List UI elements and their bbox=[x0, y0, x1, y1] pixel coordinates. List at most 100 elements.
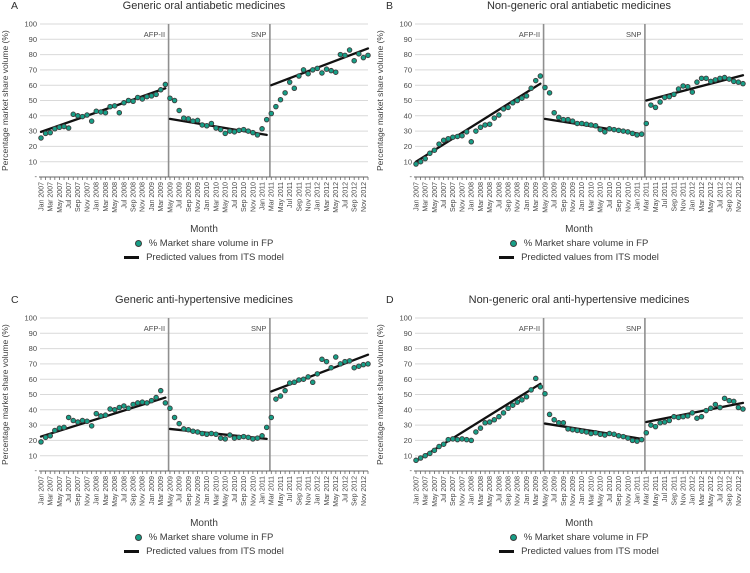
data-point bbox=[413, 161, 419, 167]
legend: % Market share volume in FP Predicted va… bbox=[40, 238, 368, 263]
data-point bbox=[167, 95, 173, 101]
svg-text:Jan 2010: Jan 2010 bbox=[579, 476, 586, 505]
data-point bbox=[491, 115, 498, 121]
data-point bbox=[185, 116, 192, 122]
data-point bbox=[450, 436, 456, 442]
data-point bbox=[684, 413, 691, 419]
scatter-dot-icon bbox=[134, 534, 142, 541]
data-point bbox=[204, 431, 210, 438]
data-point bbox=[351, 364, 357, 371]
event-label: SNP bbox=[626, 30, 641, 39]
svg-text:40: 40 bbox=[404, 111, 412, 120]
data-point bbox=[314, 65, 321, 72]
data-point bbox=[721, 395, 728, 402]
data-point bbox=[537, 73, 544, 79]
svg-text:Jan 2007: Jan 2007 bbox=[413, 182, 420, 211]
svg-text:Sep 2008: Sep 2008 bbox=[506, 476, 513, 506]
data-point bbox=[42, 130, 49, 137]
data-point bbox=[102, 109, 109, 116]
svg-text:Sep 2007: Sep 2007 bbox=[75, 476, 82, 506]
svg-text:May 2009: May 2009 bbox=[542, 182, 549, 213]
svg-text:Mar 2010: Mar 2010 bbox=[588, 476, 595, 506]
data-point bbox=[509, 100, 516, 106]
svg-text:Jul 2011: Jul 2011 bbox=[662, 476, 669, 502]
data-point bbox=[703, 407, 709, 414]
svg-text:Mar 2012: Mar 2012 bbox=[324, 182, 331, 212]
gridlines bbox=[415, 317, 743, 457]
data-point bbox=[250, 436, 256, 442]
data-point bbox=[592, 429, 599, 436]
data-point bbox=[144, 400, 150, 406]
svg-text:Sep 2012: Sep 2012 bbox=[352, 476, 359, 506]
data-point bbox=[121, 403, 127, 409]
data-point bbox=[75, 113, 81, 119]
svg-text:Mar 2011: Mar 2011 bbox=[644, 476, 651, 505]
svg-text:Jul 2007: Jul 2007 bbox=[66, 476, 73, 503]
event-label: AFP-II bbox=[519, 324, 540, 333]
data-point bbox=[263, 116, 270, 123]
x-axis bbox=[414, 176, 744, 180]
data-point bbox=[505, 104, 511, 111]
data-point bbox=[139, 96, 146, 102]
data-point bbox=[473, 128, 479, 134]
data-point bbox=[486, 121, 493, 127]
data-point bbox=[666, 417, 673, 424]
svg-text:Sep 2011: Sep 2011 bbox=[671, 476, 678, 506]
svg-text:Nov 2010: Nov 2010 bbox=[250, 182, 257, 212]
data-point bbox=[731, 78, 737, 85]
data-point bbox=[231, 435, 238, 441]
data-point bbox=[532, 375, 539, 382]
svg-text:Nov 2008: Nov 2008 bbox=[140, 476, 147, 506]
svg-text:May 2010: May 2010 bbox=[598, 182, 605, 213]
data-point bbox=[176, 107, 182, 114]
data-point bbox=[208, 120, 215, 127]
event-label: SNP bbox=[251, 324, 266, 333]
svg-text:30: 30 bbox=[29, 421, 37, 430]
data-point bbox=[477, 124, 484, 131]
data-point bbox=[592, 122, 599, 129]
its-fit-line bbox=[414, 74, 745, 163]
svg-text:May 2011: May 2011 bbox=[278, 476, 285, 506]
data-point bbox=[245, 434, 252, 441]
data-point bbox=[277, 393, 284, 399]
data-point bbox=[560, 420, 567, 426]
svg-text:Nov 2011: Nov 2011 bbox=[306, 476, 313, 506]
data-point bbox=[657, 420, 663, 426]
svg-text:Nov 2010: Nov 2010 bbox=[625, 182, 632, 212]
svg-text:40: 40 bbox=[29, 405, 37, 414]
data-point bbox=[153, 91, 159, 98]
svg-text:Sep 2012: Sep 2012 bbox=[727, 182, 734, 212]
data-point bbox=[56, 124, 63, 131]
data-point bbox=[436, 443, 442, 450]
data-point bbox=[194, 429, 201, 435]
x-tick-labels: Jan 2007 Mar 2007 May 2007 Jul 2007 Sep 2007… bbox=[38, 182, 367, 213]
legend-item-observed: % Market share volume in FP bbox=[509, 532, 648, 543]
data-point bbox=[606, 126, 613, 132]
data-point bbox=[70, 417, 76, 424]
data-point bbox=[130, 98, 136, 105]
data-point bbox=[620, 433, 627, 440]
svg-text:70: 70 bbox=[404, 360, 412, 369]
data-point bbox=[602, 432, 608, 438]
svg-text:-: - bbox=[410, 172, 413, 181]
x-axis-label: Month bbox=[190, 518, 218, 529]
svg-text:Sep 2008: Sep 2008 bbox=[131, 476, 138, 506]
data-point bbox=[528, 85, 534, 92]
svg-text:Jan 2008: Jan 2008 bbox=[94, 182, 101, 211]
data-point bbox=[337, 51, 344, 58]
data-point bbox=[342, 52, 348, 59]
svg-text:Nov 2007: Nov 2007 bbox=[459, 476, 466, 506]
data-point bbox=[134, 94, 141, 101]
y-tick-labels: 100 90 80 70 60 50 40 30 20 10 - bbox=[399, 314, 412, 475]
svg-text:80: 80 bbox=[29, 344, 37, 353]
data-point bbox=[148, 93, 155, 99]
data-point bbox=[300, 67, 307, 73]
data-point bbox=[346, 358, 353, 364]
scatter-dot-icon bbox=[509, 240, 517, 247]
svg-text:Jul 2011: Jul 2011 bbox=[287, 476, 294, 502]
legend-item-observed: % Market share volume in FP bbox=[134, 238, 273, 249]
event-label: AFP-II bbox=[144, 30, 165, 39]
data-point bbox=[346, 47, 353, 53]
legend-label: Predicted values from ITS model bbox=[521, 252, 659, 263]
y-tick-labels: 100 90 80 70 60 50 40 30 20 10 - bbox=[24, 20, 37, 181]
